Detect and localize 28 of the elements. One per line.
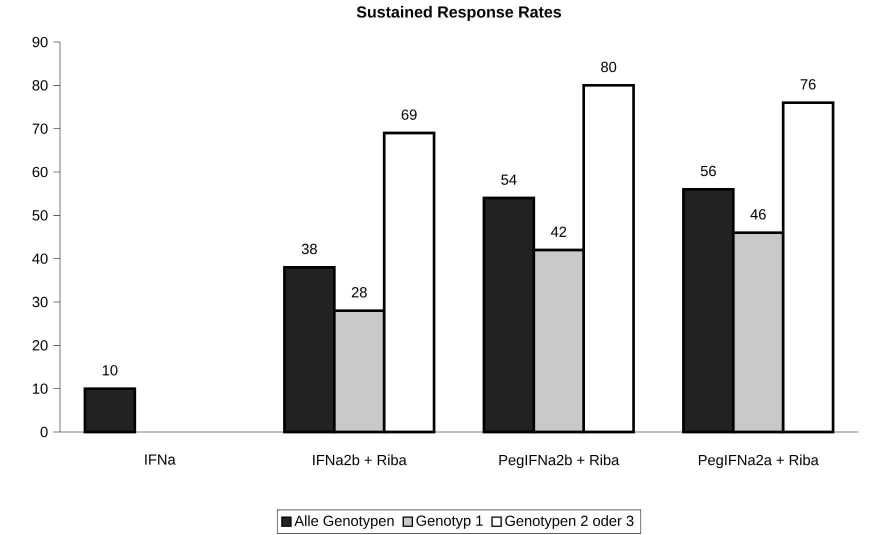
- x-tick-label: IFNa: [145, 454, 176, 465]
- y-tick-label: 80: [32, 80, 48, 91]
- data-label: 56: [700, 166, 716, 176]
- y-tick-label: 70: [32, 123, 48, 134]
- y-tick-label: 0: [40, 426, 48, 438]
- data-label: 69: [402, 109, 417, 120]
- y-tick-label: 20: [32, 340, 48, 351]
- legend-label: Genotypen 2 oder 3: [505, 515, 634, 529]
- chart-title: Sustained Response Rates: [356, 6, 562, 21]
- x-tick-label: PegIFNa2a + Riba: [698, 454, 819, 468]
- y-tick-label: 60: [32, 166, 48, 178]
- data-label: 38: [302, 244, 317, 254]
- legend-label: Genotyp 1: [416, 515, 483, 529]
- x-tick-label: PegIFNa2b + Riba: [499, 454, 620, 468]
- data-label: 54: [501, 174, 517, 185]
- y-tick-label: 90: [32, 36, 48, 48]
- data-label: 42: [550, 226, 566, 237]
- y-tick-label: 30: [32, 296, 48, 308]
- x-tick-label: IFNa2b + Riba: [313, 454, 407, 466]
- legend-label: Alle Genotypen: [294, 515, 394, 529]
- data-label: 80: [601, 62, 616, 72]
- data-label: 10: [102, 365, 118, 376]
- data-label: 76: [800, 79, 816, 90]
- y-tick-label: 40: [32, 253, 48, 264]
- data-label: 28: [352, 287, 367, 298]
- data-label: 46: [750, 209, 766, 220]
- y-tick-label: 10: [32, 383, 48, 394]
- y-tick-label: 50: [32, 210, 48, 221]
